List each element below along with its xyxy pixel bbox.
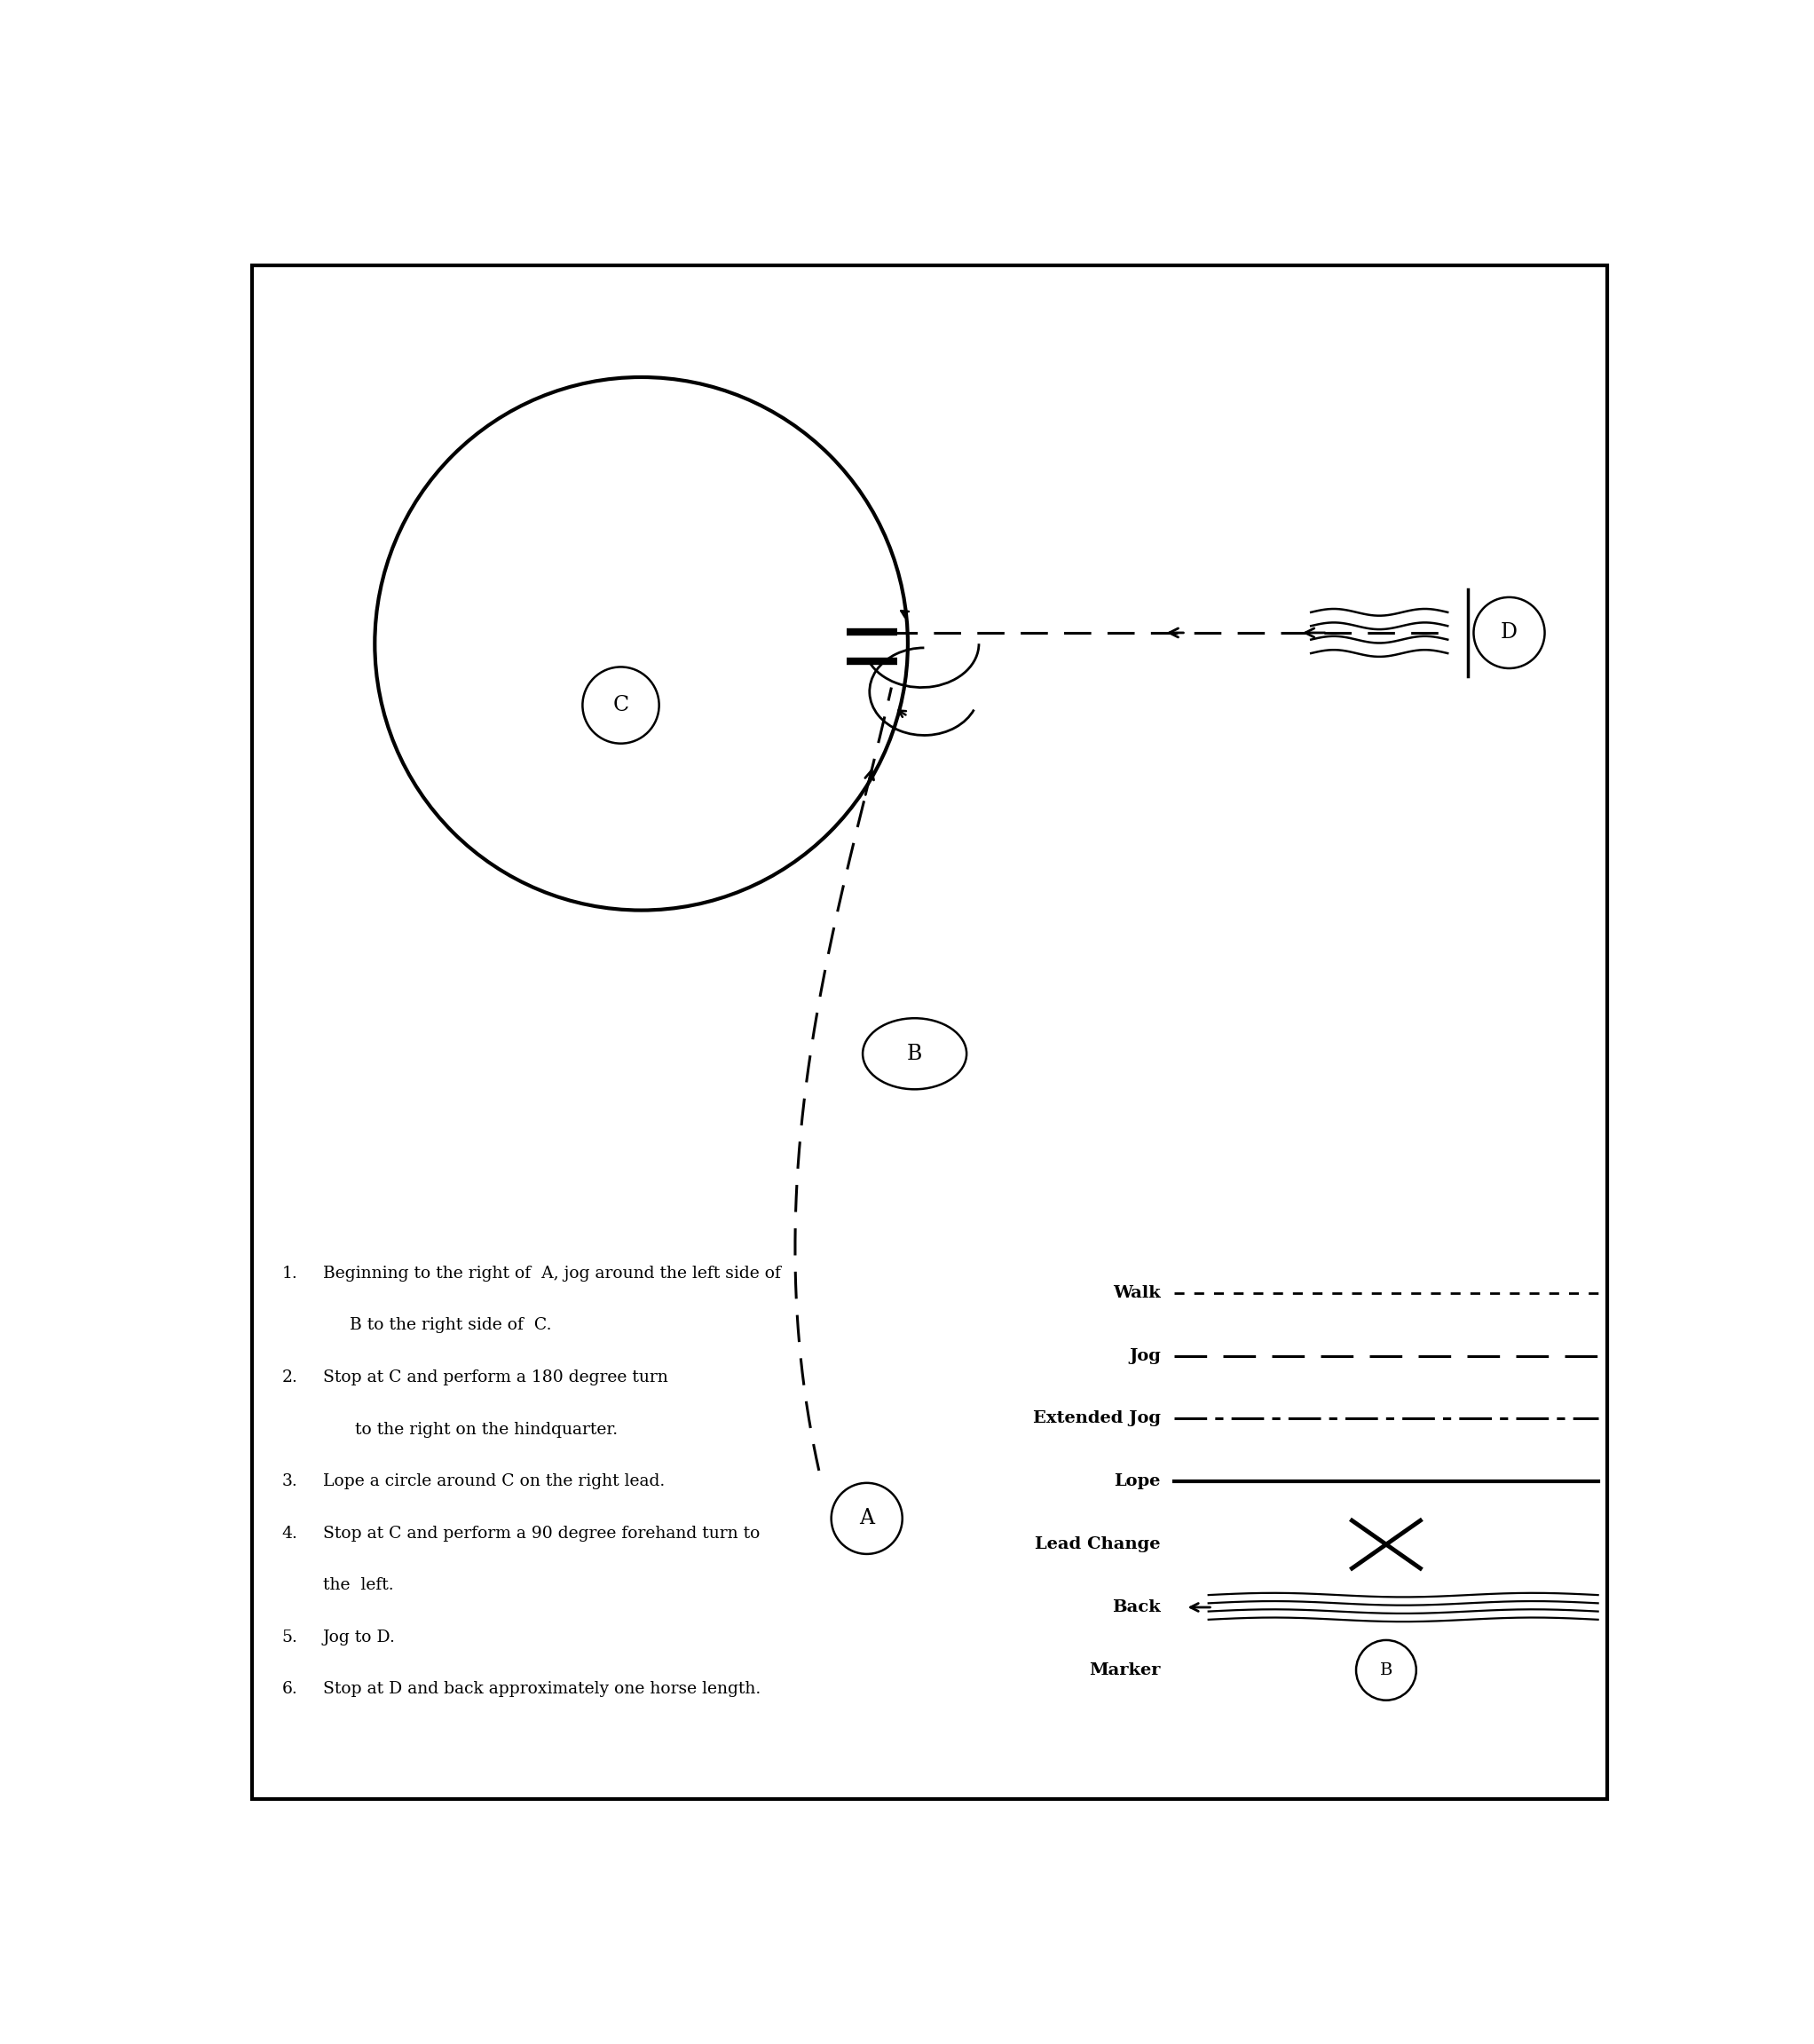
Text: 3.: 3. — [281, 1474, 297, 1490]
Text: B to the right side of  C.: B to the right side of C. — [323, 1318, 551, 1333]
Text: 4.: 4. — [281, 1525, 297, 1541]
Text: Beginning to the right of  A, jog around the left side of: Beginning to the right of A, jog around … — [323, 1265, 780, 1282]
Text: 1.: 1. — [281, 1265, 297, 1282]
Text: A: A — [860, 1508, 874, 1529]
Text: 2.: 2. — [281, 1369, 297, 1386]
Text: Lead Change: Lead Change — [1036, 1537, 1161, 1553]
Text: Jog to D.: Jog to D. — [323, 1629, 395, 1645]
Text: D: D — [1500, 623, 1518, 644]
Text: Lope: Lope — [1114, 1474, 1161, 1490]
Circle shape — [582, 666, 658, 744]
Text: Stop at C and perform a 180 degree turn: Stop at C and perform a 180 degree turn — [323, 1369, 668, 1386]
Text: Walk: Walk — [1114, 1286, 1161, 1300]
Text: 5.: 5. — [281, 1629, 297, 1645]
Ellipse shape — [863, 1018, 967, 1089]
Circle shape — [831, 1484, 902, 1553]
Circle shape — [1357, 1639, 1417, 1701]
Text: the  left.: the left. — [323, 1578, 394, 1592]
Text: Stop at D and back approximately one horse length.: Stop at D and back approximately one hor… — [323, 1680, 760, 1697]
Text: Jog: Jog — [1128, 1347, 1161, 1363]
Text: Back: Back — [1112, 1598, 1161, 1615]
Text: Extended Jog: Extended Jog — [1032, 1410, 1161, 1427]
Text: Stop at C and perform a 90 degree forehand turn to: Stop at C and perform a 90 degree foreha… — [323, 1525, 760, 1541]
Text: Lope a circle around C on the right lead.: Lope a circle around C on the right lead… — [323, 1474, 664, 1490]
Text: to the right on the hindquarter.: to the right on the hindquarter. — [323, 1421, 617, 1437]
Text: B: B — [907, 1044, 922, 1065]
Text: B: B — [1380, 1662, 1393, 1678]
Text: Marker: Marker — [1088, 1662, 1161, 1678]
Circle shape — [1473, 597, 1546, 668]
Text: C: C — [613, 695, 629, 715]
Text: 6.: 6. — [281, 1680, 297, 1697]
